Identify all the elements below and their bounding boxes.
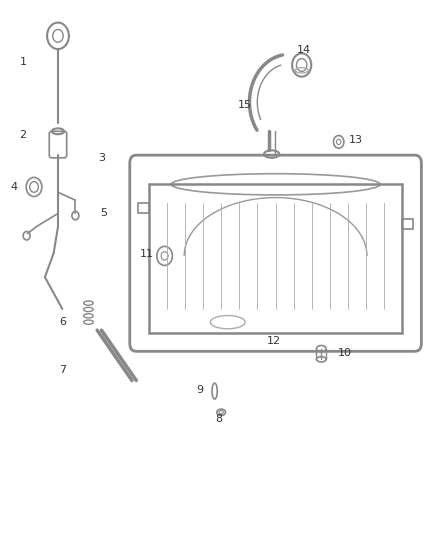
- Text: 7: 7: [59, 365, 66, 375]
- Text: 11: 11: [140, 249, 154, 260]
- Text: 12: 12: [266, 336, 280, 346]
- Text: 10: 10: [338, 348, 352, 358]
- Text: 14: 14: [297, 45, 311, 55]
- Text: 8: 8: [215, 414, 223, 424]
- Text: 3: 3: [98, 153, 105, 163]
- Text: 15: 15: [238, 100, 252, 110]
- Text: 1: 1: [20, 58, 27, 67]
- Text: 2: 2: [20, 130, 27, 140]
- Text: 13: 13: [349, 135, 363, 146]
- Text: 9: 9: [196, 384, 203, 394]
- Text: 4: 4: [11, 182, 18, 192]
- Text: 6: 6: [59, 317, 66, 327]
- Text: 5: 5: [100, 208, 107, 219]
